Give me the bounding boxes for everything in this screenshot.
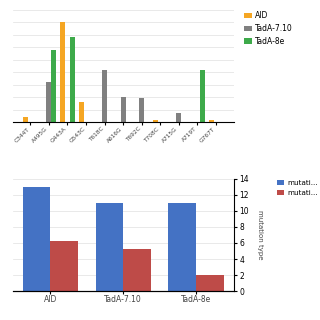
Bar: [60, 22, 65, 122]
Bar: [23, 117, 28, 122]
Bar: [96, 203, 123, 291]
Y-axis label: mutation type: mutation type: [257, 210, 263, 260]
Bar: [176, 114, 181, 122]
Bar: [123, 249, 151, 291]
Bar: [121, 97, 126, 122]
Bar: [209, 120, 213, 122]
Bar: [168, 203, 196, 291]
Bar: [139, 99, 144, 122]
Legend: mutati..., mutati...: mutati..., mutati...: [277, 180, 317, 196]
Bar: [52, 50, 56, 122]
Bar: [70, 37, 75, 122]
Bar: [78, 102, 84, 122]
Bar: [51, 241, 78, 291]
Legend: AID, TadA-7.10, TadA-8e: AID, TadA-7.10, TadA-8e: [244, 11, 292, 46]
Bar: [196, 275, 224, 291]
Bar: [23, 187, 51, 291]
Bar: [200, 70, 205, 122]
Bar: [102, 70, 107, 122]
Bar: [46, 82, 52, 122]
Bar: [153, 120, 158, 122]
